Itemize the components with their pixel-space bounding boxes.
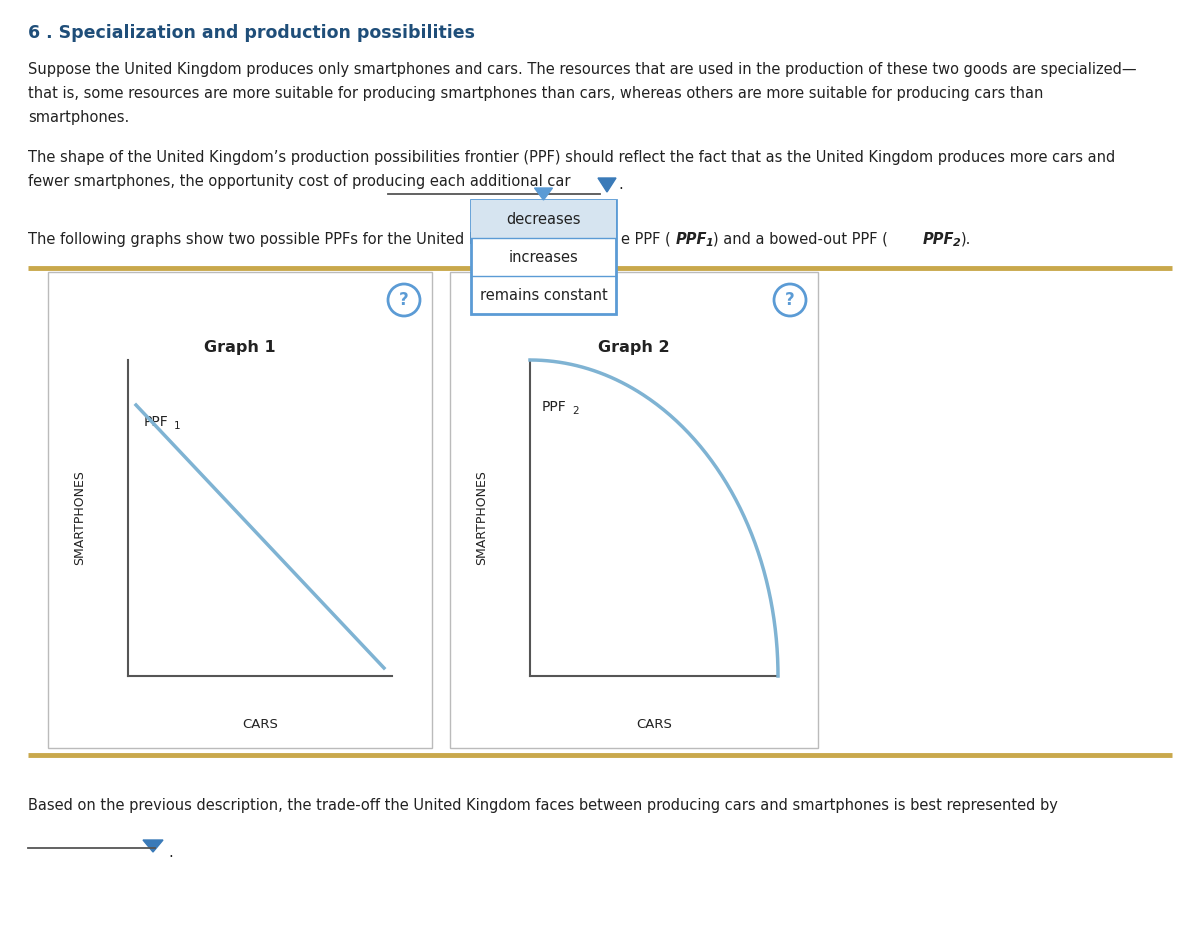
Text: SMARTPHONES: SMARTPHONES xyxy=(73,471,86,565)
Polygon shape xyxy=(534,188,552,200)
Text: Based on the previous description, the trade-off the United Kingdom faces betwee: Based on the previous description, the t… xyxy=(28,798,1058,813)
Bar xyxy=(470,200,616,238)
Text: fewer smartphones, the opportunity cost of producing each additional car: fewer smartphones, the opportunity cost … xyxy=(28,174,570,189)
Text: The following graphs show two possible PPFs for the United Kingdom’s eco: The following graphs show two possible P… xyxy=(28,232,576,247)
Text: PPF: PPF xyxy=(542,400,566,414)
Text: Graph 1: Graph 1 xyxy=(204,340,276,355)
Text: ?: ? xyxy=(400,291,409,309)
Text: Graph 2: Graph 2 xyxy=(598,340,670,355)
Bar xyxy=(48,272,432,748)
Text: ) and a bowed-out PPF (: ) and a bowed-out PPF ( xyxy=(713,232,888,247)
Text: 6 . Specialization and production possibilities: 6 . Specialization and production possib… xyxy=(28,24,475,42)
Text: PPF: PPF xyxy=(676,232,708,247)
Text: 2: 2 xyxy=(953,238,961,248)
Text: ).: ). xyxy=(961,232,971,247)
Bar xyxy=(470,200,616,314)
Text: .: . xyxy=(168,845,173,860)
Text: that is, some resources are more suitable for producing smartphones than cars, w: that is, some resources are more suitabl… xyxy=(28,86,1043,101)
Polygon shape xyxy=(598,178,616,192)
Polygon shape xyxy=(143,840,163,852)
Text: ?: ? xyxy=(785,291,794,309)
Bar xyxy=(450,272,818,748)
Text: 2: 2 xyxy=(572,406,578,416)
Text: e PPF (: e PPF ( xyxy=(622,232,671,247)
Text: CARS: CARS xyxy=(242,718,278,731)
Text: increases: increases xyxy=(509,250,578,265)
Text: decreases: decreases xyxy=(506,212,581,227)
Text: 1: 1 xyxy=(706,238,714,248)
Text: smartphones.: smartphones. xyxy=(28,110,130,125)
Text: PPF: PPF xyxy=(144,415,169,429)
Text: CARS: CARS xyxy=(636,718,672,731)
Text: PPF: PPF xyxy=(923,232,954,247)
Text: SMARTPHONES: SMARTPHONES xyxy=(475,471,488,565)
Text: remains constant: remains constant xyxy=(480,287,607,302)
Text: .: . xyxy=(618,177,623,192)
Text: Suppose the United Kingdom produces only smartphones and cars. The resources tha: Suppose the United Kingdom produces only… xyxy=(28,62,1136,77)
Text: The shape of the United Kingdom’s production possibilities frontier (PPF) should: The shape of the United Kingdom’s produc… xyxy=(28,150,1115,165)
Text: 1: 1 xyxy=(174,421,181,431)
